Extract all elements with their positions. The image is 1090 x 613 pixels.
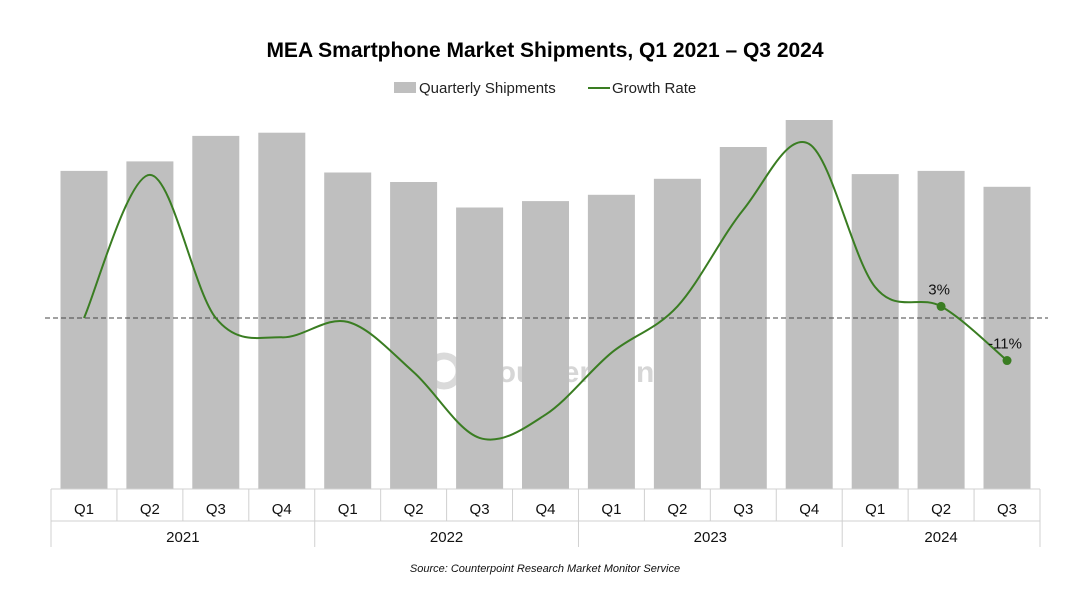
growth-data-label-14: -11% [988,336,1022,353]
x-tick-label-12: Q1 [865,501,885,518]
data-points: 3% -11% [928,281,1022,366]
bar-7 [522,201,569,489]
bar-2 [192,135,240,489]
growth-data-label-13: 3% [928,281,950,298]
x-group-label-2021: 2021 [166,529,199,546]
x-tick-label-4: Q1 [338,501,358,518]
bar-11 [785,120,833,489]
bars [60,120,1031,490]
legend-label-growth: Growth Rate [612,80,696,97]
growth-point-13 [936,301,946,311]
source-note: Source: Counterpoint Research Market Mon… [410,563,680,575]
x-tick-label-2: Q3 [206,501,226,518]
x-tick-label-1: Q2 [140,501,160,518]
bar-0 [60,170,108,489]
x-tick-label-9: Q2 [667,501,687,518]
x-tick-label-7: Q4 [535,501,555,518]
x-tick-label-14: Q3 [997,501,1017,518]
x-tick-label-8: Q1 [601,501,621,518]
legend-label-shipments: Quarterly Shipments [419,80,556,97]
legend: Quarterly Shipments Growth Rate [394,80,696,97]
bar-3 [258,132,306,489]
x-tick-label-13: Q2 [931,501,951,518]
x-tick-label-0: Q1 [74,501,94,518]
bar-5 [390,182,438,489]
x-tick-label-6: Q3 [470,501,490,518]
bar-13 [917,170,965,489]
growth-point-14 [1002,356,1012,366]
x-group-label-2024: 2024 [924,529,957,546]
growth-rate-line [83,141,1008,441]
chart-title: MEA Smartphone Market Shipments, Q1 2021… [266,39,823,62]
bar-4 [324,172,372,489]
bar-9 [653,178,701,490]
x-axis: Q1 Q2 Q3 Q4 Q1 Q2 Q3 Q4 Q1 Q2 Q3 Q4 Q1 Q2 Q3 2021 2022 20… [50,488,1041,547]
legend-swatch-shipments [394,82,416,93]
x-group-label-2023: 2023 [694,529,727,546]
x-tick-label-11: Q4 [799,501,819,518]
x-tick-label-3: Q4 [272,501,292,518]
bar-12 [851,174,899,489]
x-tick-label-5: Q2 [404,501,424,518]
bar-1 [126,161,174,489]
bar-14 [983,186,1031,490]
bar-6 [456,207,504,489]
x-group-label-2022: 2022 [430,529,463,546]
watermark-text: Counterpoint [476,356,664,389]
x-tick-label-10: Q3 [733,501,753,518]
